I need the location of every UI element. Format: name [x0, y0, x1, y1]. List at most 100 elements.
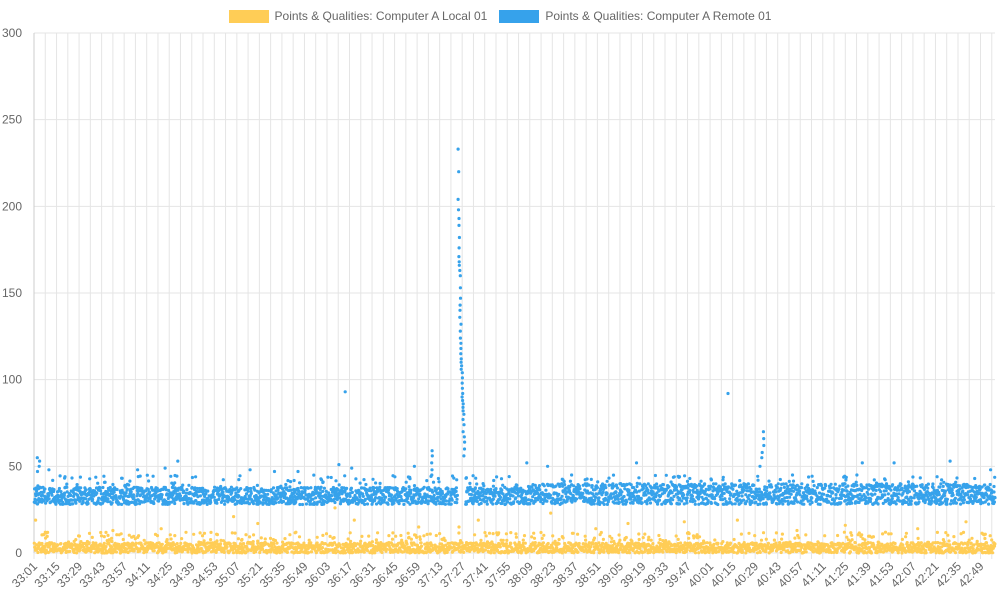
data-point-remote — [363, 502, 367, 506]
data-point-remote — [247, 502, 251, 506]
data-point-remote — [446, 487, 450, 491]
data-point-local — [204, 545, 208, 549]
y-tick-label: 250 — [2, 113, 22, 127]
data-point-remote — [74, 501, 78, 505]
data-point-local — [297, 535, 302, 539]
data-point-local — [916, 536, 920, 541]
data-point-remote — [431, 490, 435, 494]
data-point-local — [445, 550, 449, 555]
data-point-local — [666, 542, 670, 547]
data-point-remote — [88, 477, 92, 481]
data-point-remote — [550, 501, 554, 505]
data-point-remote — [304, 502, 308, 506]
data-point-local — [328, 534, 332, 539]
data-point-remote — [102, 474, 106, 478]
data-point-local — [306, 551, 310, 555]
data-point-remote — [409, 491, 413, 495]
data-point-remote — [688, 488, 692, 493]
data-point-local — [332, 541, 337, 545]
data-point-local — [793, 545, 797, 549]
data-point-local — [89, 549, 93, 554]
data-point-remote — [590, 484, 594, 488]
data-point-local — [291, 542, 296, 546]
legend-item-remote[interactable]: Points & Qualities: Computer A Remote 01 — [499, 9, 771, 23]
data-point-remote — [688, 476, 692, 481]
data-point-remote — [81, 500, 85, 505]
data-point-local — [993, 542, 997, 546]
data-point-local — [425, 532, 429, 537]
data-point-local — [591, 542, 595, 546]
data-point-local — [881, 532, 885, 536]
data-point-remote — [494, 487, 498, 491]
data-point-local — [430, 543, 434, 547]
data-point-local — [948, 543, 952, 547]
data-point-remote — [190, 485, 194, 490]
data-point-local — [419, 544, 424, 548]
data-point-remote — [397, 502, 401, 506]
data-point-remote — [601, 490, 605, 494]
data-point-local — [209, 545, 213, 550]
data-point-local — [218, 544, 222, 548]
data-point-remote — [194, 475, 198, 479]
data-point-local — [695, 533, 699, 537]
data-point-local — [679, 541, 683, 545]
data-point-local — [219, 538, 223, 543]
data-point-local — [134, 541, 138, 545]
data-point-remote — [181, 483, 185, 487]
data-point-local — [346, 537, 350, 541]
data-point-remote — [500, 488, 504, 492]
data-point-local — [540, 536, 544, 541]
data-point-remote — [190, 475, 194, 480]
data-point-local — [617, 533, 621, 537]
data-point-remote — [128, 479, 132, 483]
data-point-remote — [99, 489, 103, 493]
data-point-local — [919, 541, 923, 545]
data-point-remote — [627, 488, 631, 492]
data-point-remote — [136, 491, 140, 496]
data-point-local — [988, 534, 992, 538]
data-point-local — [608, 534, 612, 538]
data-point-remote — [395, 487, 399, 491]
data-point-local — [252, 533, 256, 537]
data-point-remote — [432, 493, 436, 497]
data-point-remote — [605, 479, 609, 483]
data-point-remote — [288, 485, 292, 489]
data-point-local — [106, 533, 110, 538]
data-point-local — [501, 538, 505, 542]
data-point-local — [214, 550, 218, 555]
data-point-local — [334, 551, 338, 555]
data-point-local — [352, 518, 356, 522]
data-point-local — [497, 531, 501, 535]
data-point-local — [619, 547, 623, 552]
legend-item-local[interactable]: Points & Qualities: Computer A Local 01 — [228, 9, 487, 23]
data-point-local — [601, 537, 606, 542]
data-point-local — [145, 548, 149, 552]
data-point-local — [551, 534, 555, 538]
data-point-remote — [485, 502, 489, 506]
data-point-local — [199, 546, 203, 551]
data-point-local — [728, 541, 733, 545]
data-point-local — [853, 541, 857, 545]
data-point-remote — [59, 490, 63, 494]
data-point-local — [610, 536, 614, 541]
data-point-remote — [249, 491, 253, 495]
data-point-local — [537, 550, 542, 555]
data-point-local — [228, 542, 232, 546]
data-point-local — [741, 550, 745, 554]
data-point-local — [924, 551, 928, 555]
data-point-remote — [570, 473, 574, 477]
data-point-remote — [111, 482, 115, 487]
data-point-local — [716, 541, 720, 545]
data-point-local — [625, 551, 629, 555]
data-point-local — [905, 541, 909, 545]
data-point-local — [747, 531, 751, 535]
data-point-local — [443, 539, 447, 543]
data-point-local — [869, 551, 874, 555]
data-point-local — [119, 532, 123, 536]
data-point-local — [665, 549, 669, 554]
data-point-local — [611, 544, 615, 548]
data-point-local — [462, 550, 466, 555]
data-point-local — [819, 550, 823, 554]
data-point-local — [110, 545, 114, 549]
